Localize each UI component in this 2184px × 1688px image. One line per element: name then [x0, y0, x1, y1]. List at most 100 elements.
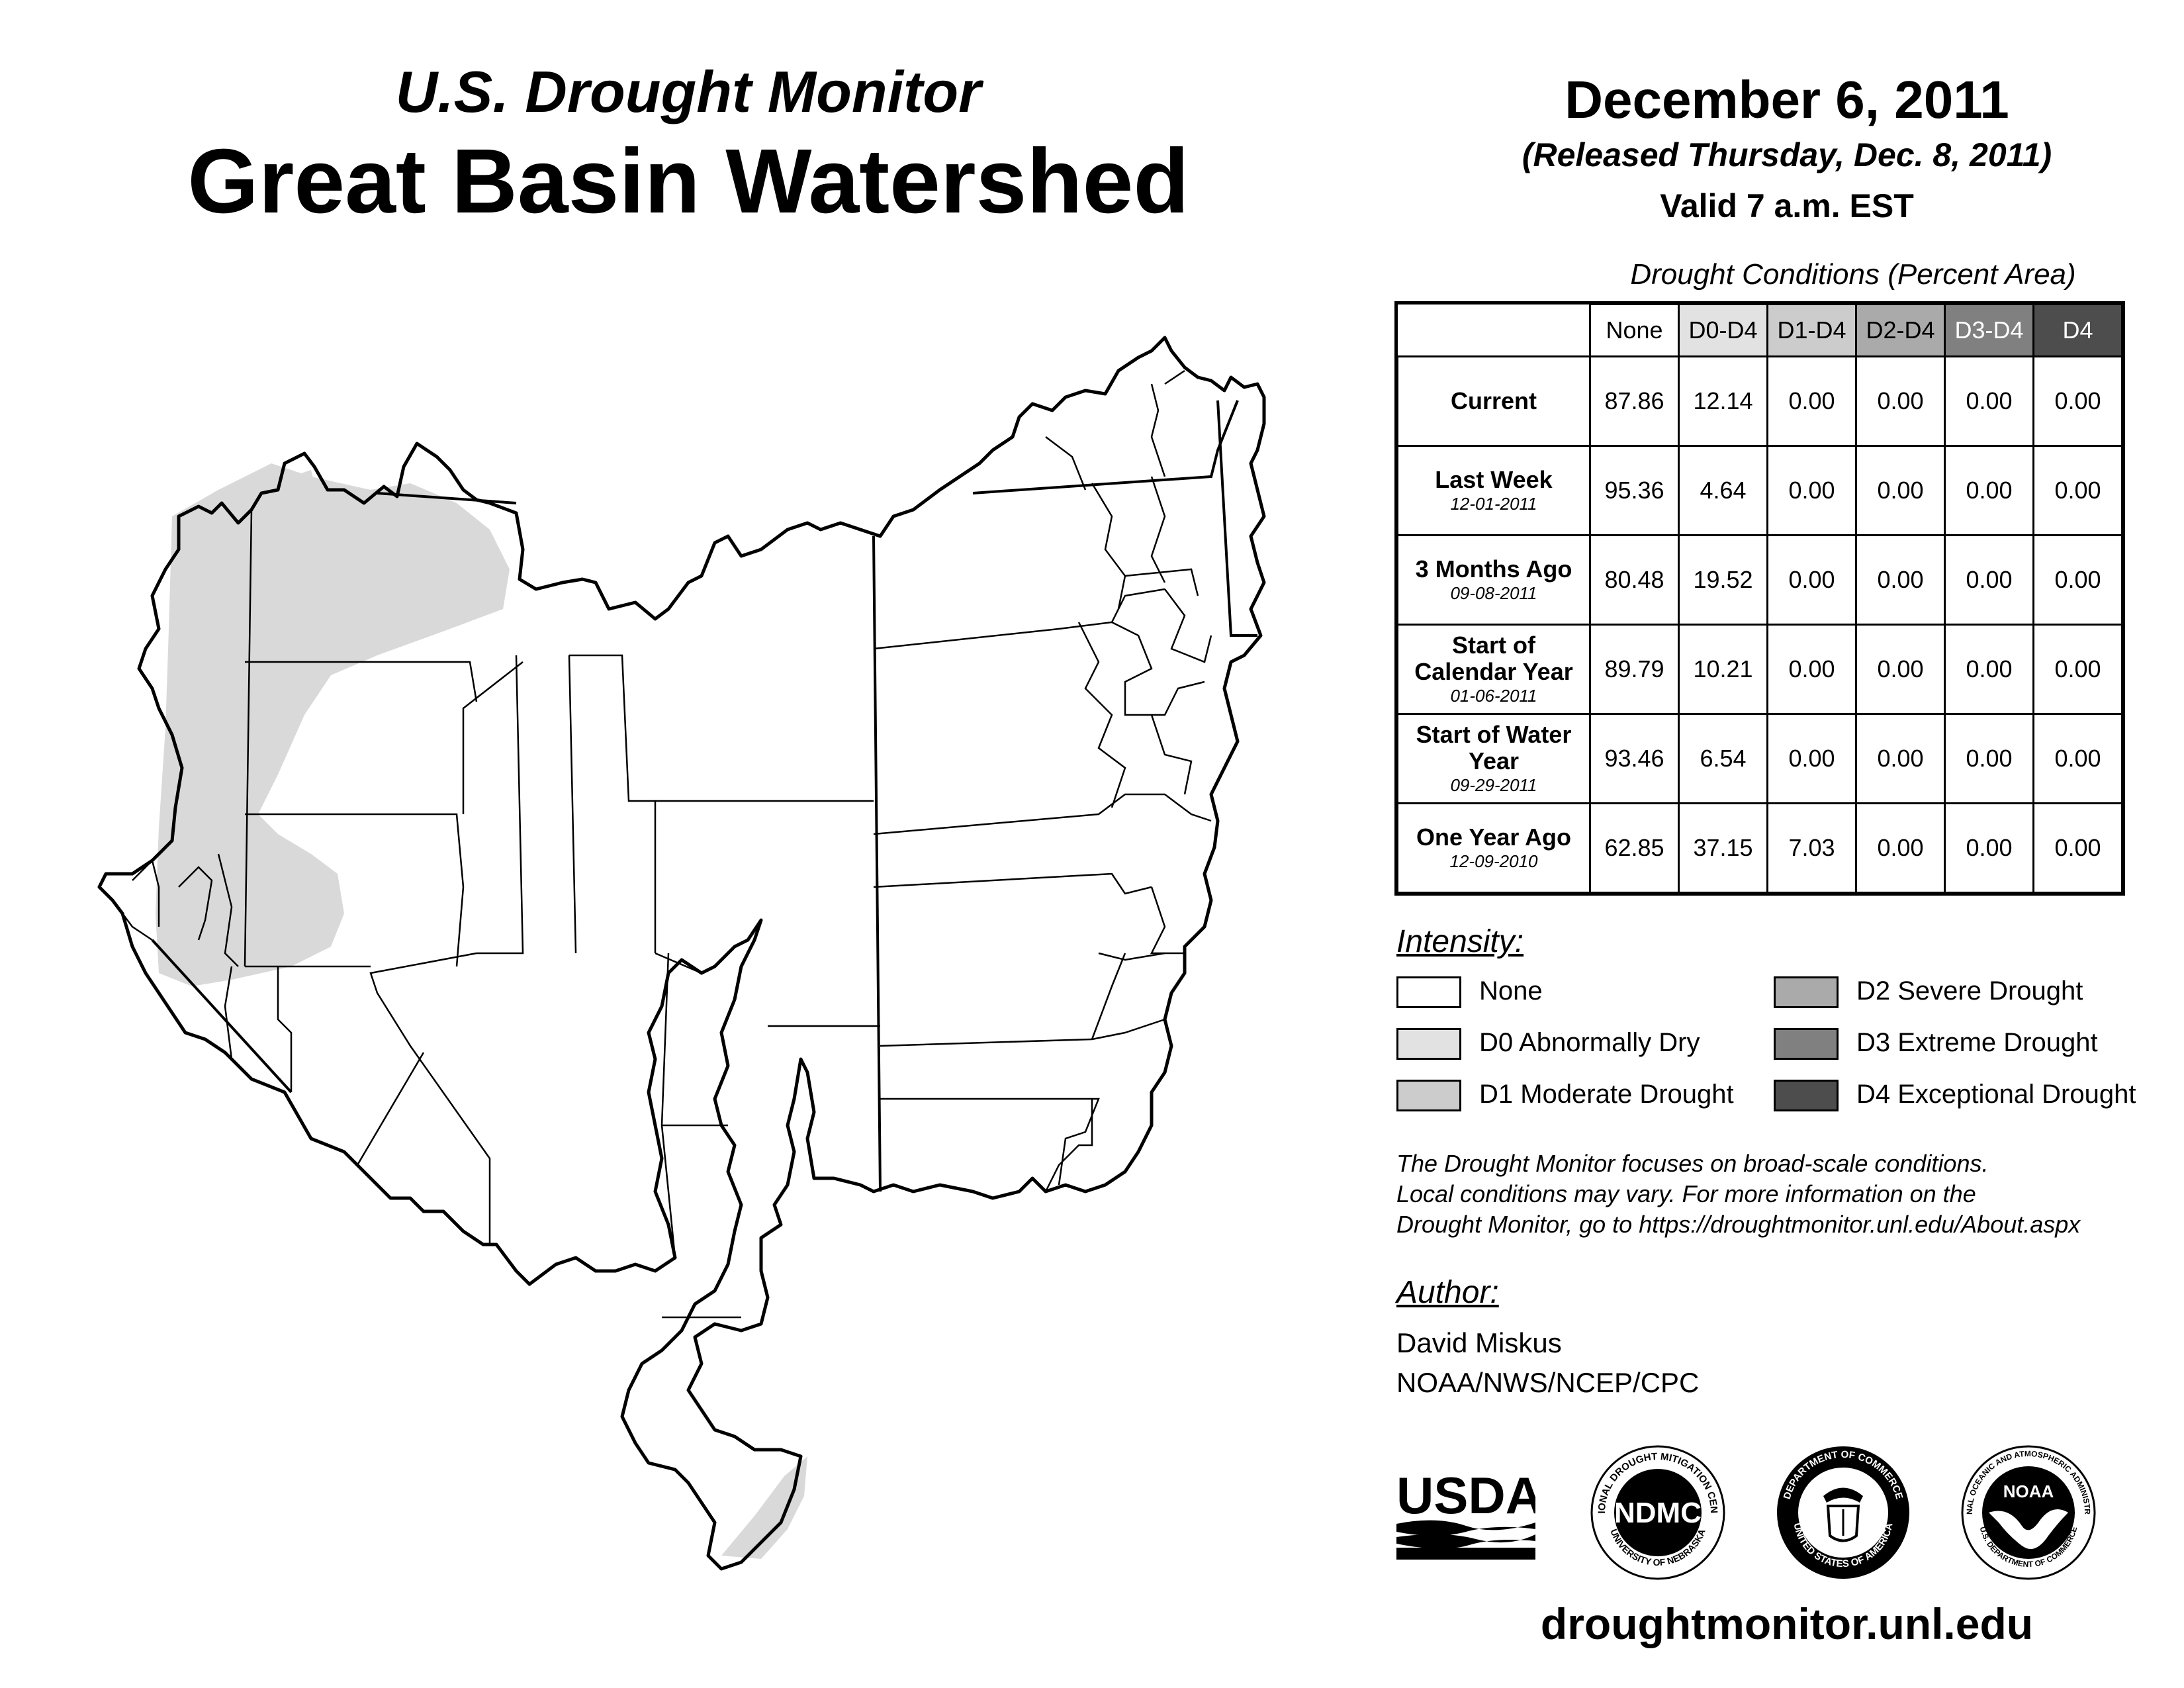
- table-cell: 0.00: [1766, 713, 1857, 804]
- legend-label: D0 Abnormally Dry: [1479, 1028, 1700, 1057]
- legend-swatch-d0: [1396, 1028, 1461, 1060]
- watershed-map: [97, 336, 1266, 1571]
- row-header: Start of Calendar Year 01-06-2011: [1396, 624, 1591, 715]
- legend-title: Intensity:: [1396, 924, 1524, 959]
- table-cell: 0.00: [2032, 713, 2123, 804]
- col-header: D3-D4: [1944, 303, 2034, 357]
- usda-text: USDA: [1396, 1466, 1535, 1524]
- table-cell: 12.14: [1678, 355, 1768, 447]
- table-row: Last Week 12-01-2011 95.36 4.64 0.00 0.00 0.00…: [1396, 445, 2123, 536]
- row-header: Start of Water Year 09-29-2011: [1396, 713, 1591, 804]
- row-header: Last Week 12-01-2011: [1396, 445, 1591, 536]
- table-cell: 0.00: [2032, 624, 2123, 715]
- row-header: Current: [1396, 355, 1591, 447]
- row-header: 3 Months Ago 09-08-2011: [1396, 534, 1591, 626]
- table-row: 3 Months Ago 09-08-2011 80.48 19.52 0.00 0.00…: [1396, 534, 2123, 626]
- author-title: Author:: [1396, 1275, 1499, 1310]
- row-date: 09-08-2011: [1450, 583, 1537, 603]
- table-cell: 89.79: [1589, 624, 1680, 715]
- table-cell: 0.00: [1944, 445, 2034, 536]
- row-date: 12-09-2010: [1449, 851, 1538, 871]
- table-header-row: None D0-D4 D1-D4 D2-D4 D3-D4 D4: [1397, 303, 2123, 357]
- usda-logo: USDA: [1396, 1466, 1535, 1560]
- legend-swatch-d4: [1774, 1080, 1839, 1111]
- county-boundaries: [112, 369, 1212, 1319]
- table-cell: 95.36: [1589, 445, 1680, 536]
- table-cell: 0.00: [1766, 534, 1857, 626]
- footer-url[interactable]: droughtmonitor.unl.edu: [1540, 1599, 2034, 1648]
- table-cell: 0.00: [1944, 534, 2034, 626]
- table-cell: 0.00: [1855, 802, 1946, 894]
- ndmc-text: NDMC: [1614, 1497, 1702, 1529]
- table-corner: [1397, 304, 1591, 357]
- row-label: Last Week: [1435, 466, 1553, 493]
- table-cell: 93.46: [1589, 713, 1680, 804]
- row-date: 01-06-2011: [1450, 686, 1537, 706]
- state-boundaries: [151, 400, 1257, 1192]
- noaa-logo: NATIONAL OCEANIC AND ATMOSPHERIC ADMINIS…: [1959, 1443, 2096, 1580]
- d0-region-west: [156, 463, 510, 986]
- legend: None D0 Abnormally Dry D1 Moderate Droug…: [1396, 976, 2177, 1129]
- col-header: D2-D4: [1855, 303, 1946, 357]
- release-date: (Released Thursday, Dec. 8, 2011): [1522, 136, 2052, 173]
- table-cell: 37.15: [1678, 802, 1768, 894]
- row-label: One Year Ago: [1416, 823, 1572, 851]
- note-line: Local conditions may vary. For more info…: [1396, 1180, 1976, 1207]
- watershed-boundary: [97, 336, 1266, 1571]
- table-cell: 10.21: [1678, 624, 1768, 715]
- row-date: 12-01-2011: [1450, 494, 1537, 514]
- table-cell: 80.48: [1589, 534, 1680, 626]
- row-label: Current: [1450, 387, 1537, 414]
- table-cell: 7.03: [1766, 802, 1857, 894]
- table-cell: 0.00: [2032, 802, 2123, 894]
- legend-label: D3 Extreme Drought: [1856, 1028, 2098, 1057]
- row-label: Start of Water Year: [1416, 721, 1572, 774]
- commerce-seal: DEPARTMENT OF COMMERCE UNITED STATES OF …: [1777, 1446, 1909, 1579]
- col-header: D0-D4: [1678, 303, 1768, 357]
- table-cell: 0.00: [1766, 355, 1857, 447]
- valid-time: Valid 7 a.m. EST: [1660, 187, 1914, 224]
- table-cell: 0.00: [1855, 624, 1946, 715]
- table-row: Start of Water Year 09-29-2011 93.46 6.54 0.…: [1396, 713, 2123, 804]
- legend-swatch-d3: [1774, 1028, 1839, 1060]
- legend-swatch-none: [1396, 976, 1461, 1008]
- note-line: Drought Monitor, go to https://droughtmo…: [1396, 1211, 2081, 1238]
- legend-label: None: [1479, 976, 1543, 1006]
- legend-swatch-d1: [1396, 1080, 1461, 1111]
- row-label: 3 Months Ago: [1415, 555, 1572, 583]
- row-label: Start of Calendar Year: [1414, 632, 1573, 685]
- legend-label: D1 Moderate Drought: [1479, 1080, 1734, 1109]
- col-header: D4: [2032, 303, 2123, 357]
- table-cell: 0.00: [1944, 802, 2034, 894]
- legend-swatch-d2: [1774, 976, 1839, 1008]
- d0-region-south: [721, 1456, 807, 1559]
- table-cell: 0.00: [1855, 534, 1946, 626]
- table-cell: 0.00: [1855, 713, 1946, 804]
- legend-label: D2 Severe Drought: [1856, 976, 2083, 1006]
- legend-label: D4 Exceptional Drought: [1856, 1080, 2136, 1109]
- noaa-text: NOAA: [2003, 1481, 2054, 1501]
- map-subtitle: U.S. Drought Monitor: [395, 59, 981, 124]
- author-name: David Miskus: [1396, 1327, 1562, 1358]
- ndmc-logo: NATIONAL DROUGHT MITIGATION CENTER UNIVE…: [1588, 1443, 1725, 1580]
- map-date: December 6, 2011: [1565, 70, 2009, 129]
- table-cell: 0.00: [1944, 355, 2034, 447]
- table-cell: 0.00: [1944, 713, 2034, 804]
- map-title: Great Basin Watershed: [187, 130, 1189, 232]
- table-row: Current 87.86 12.14 0.00 0.00 0.00 0.00: [1396, 355, 2123, 447]
- table-cell: 0.00: [2032, 534, 2123, 626]
- row-header: One Year Ago 12-09-2010: [1396, 802, 1591, 894]
- table-cell: 0.00: [1855, 355, 1946, 447]
- author-org: NOAA/NWS/NCEP/CPC: [1396, 1367, 1700, 1398]
- table-row: One Year Ago 12-09-2010 62.85 37.15 7.03 0.00…: [1396, 802, 2123, 894]
- table-cell: 0.00: [2032, 445, 2123, 536]
- col-header: None: [1589, 303, 1680, 357]
- table-row: Start of Calendar Year 01-06-2011 89.79 10.…: [1396, 624, 2123, 715]
- table-cell: 0.00: [1944, 624, 2034, 715]
- d0-region-north: [278, 470, 318, 500]
- table-cell: 0.00: [2032, 355, 2123, 447]
- table-cell: 6.54: [1678, 713, 1768, 804]
- table-cell: 62.85: [1589, 802, 1680, 894]
- note-line: The Drought Monitor focuses on broad-sca…: [1396, 1150, 1989, 1177]
- row-date: 09-29-2011: [1450, 775, 1537, 795]
